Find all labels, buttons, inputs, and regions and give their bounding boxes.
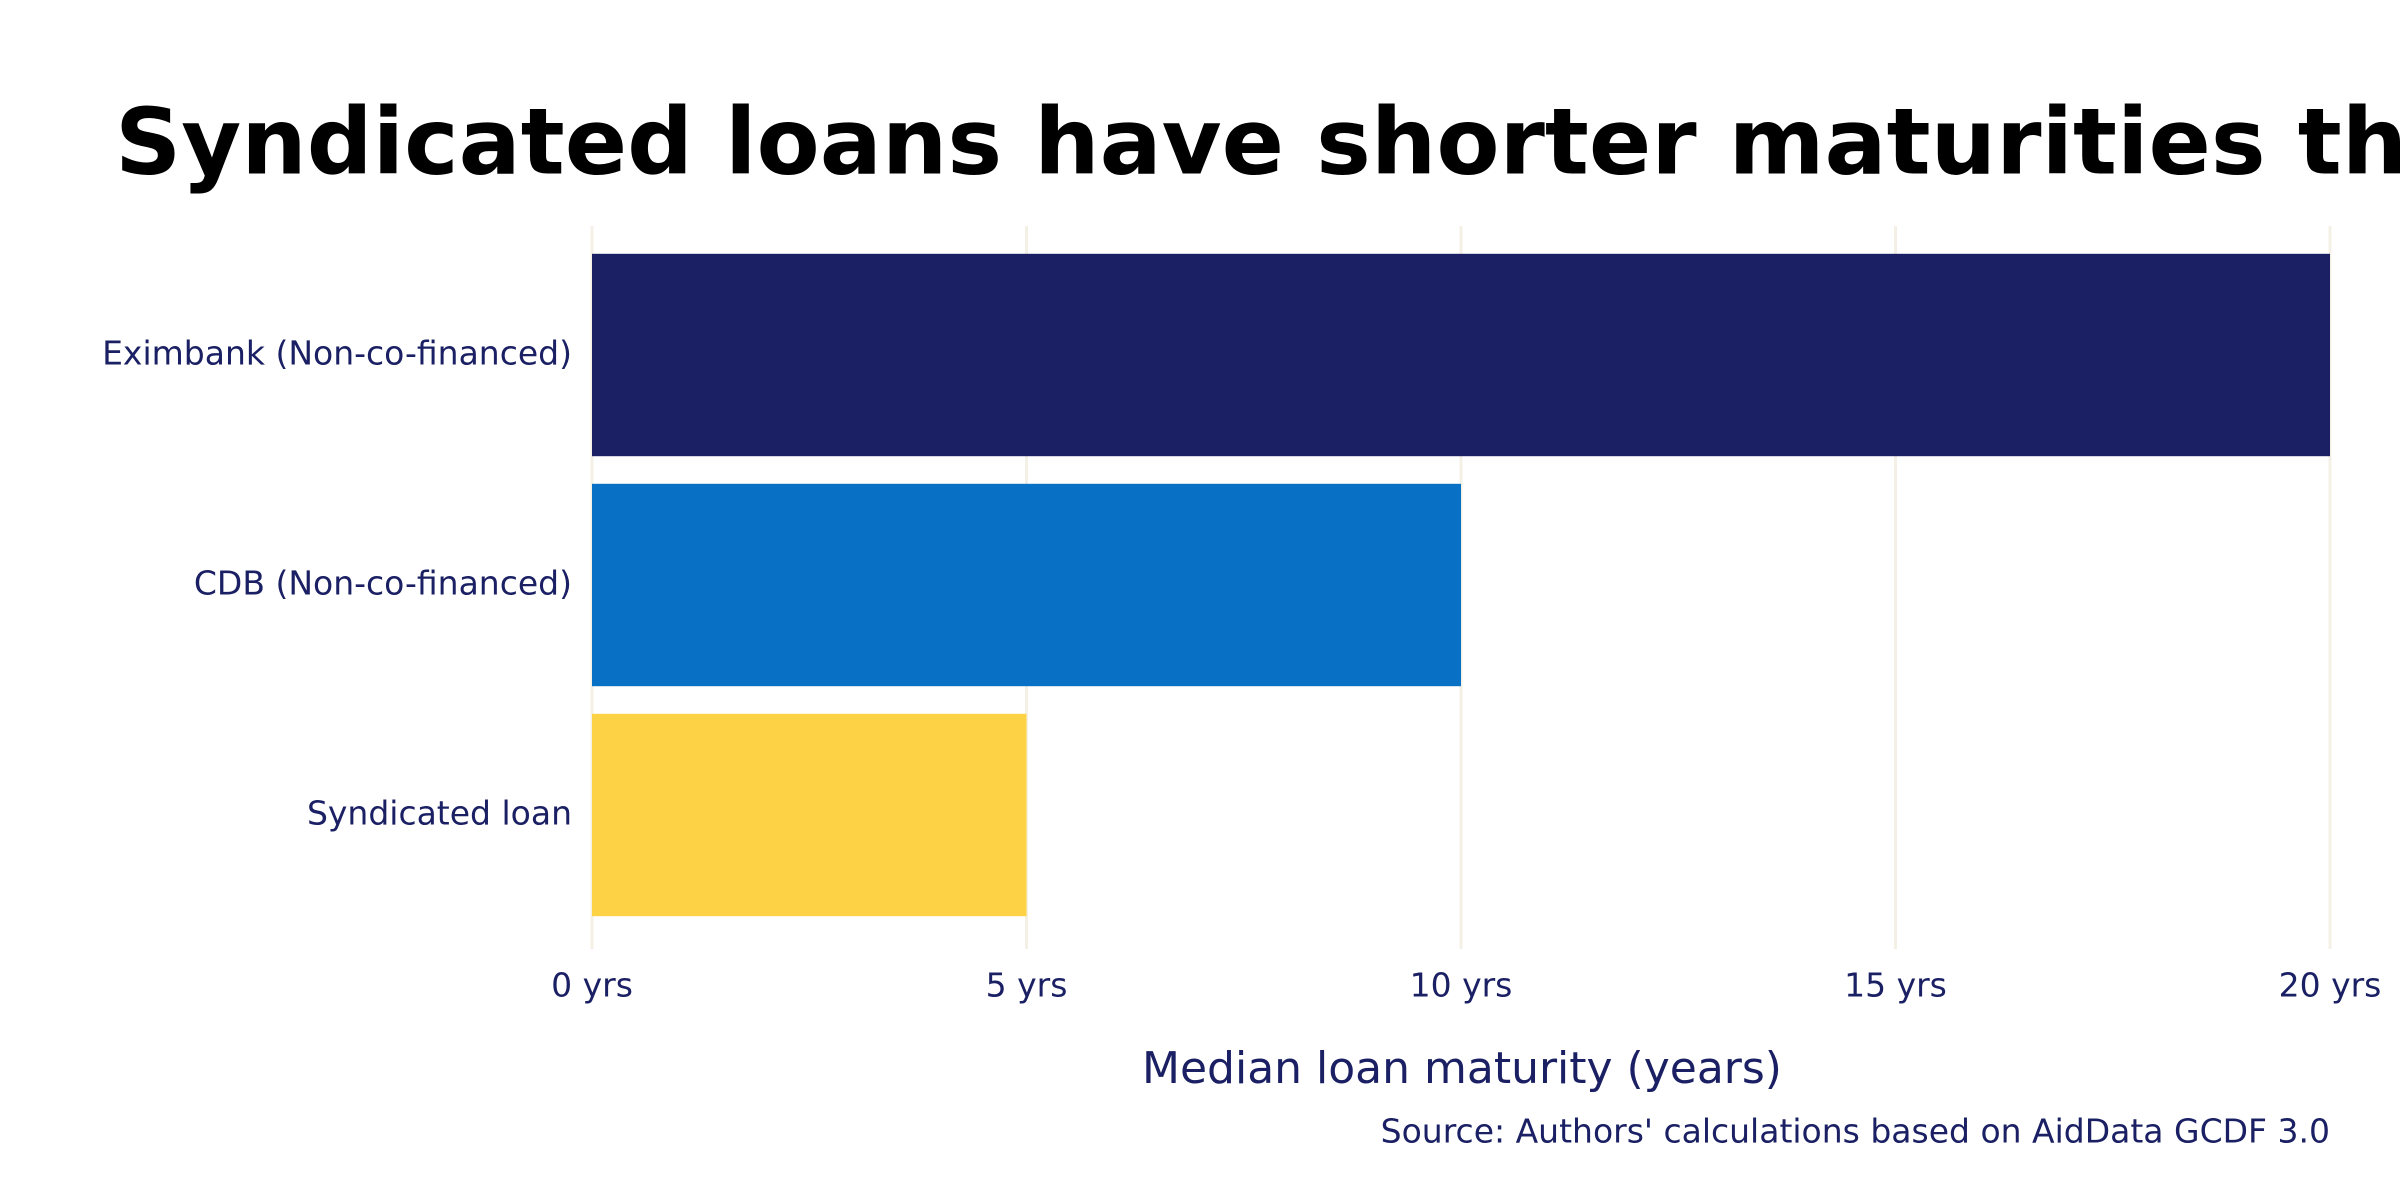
x-tick-label: 5 yrs	[986, 966, 1068, 1005]
y-tick-label: Eximbank (Non-co-financed)	[102, 334, 572, 373]
y-tick-label: CDB (Non-co-financed)	[194, 564, 572, 603]
y-tick-label: Syndicated loan	[307, 794, 572, 833]
chart-title: Syndicated loans have shorter maturities…	[115, 88, 2400, 195]
x-axis-title: Median loan maturity (years)	[1142, 1043, 1782, 1094]
bar	[592, 713, 1027, 917]
bar	[592, 253, 2330, 457]
bar	[592, 483, 1461, 687]
x-tick-label: 15 yrs	[1844, 966, 1947, 1005]
source-note: Source: Authors' calculations based on A…	[1381, 1112, 2330, 1151]
x-tick-label: 0 yrs	[551, 966, 633, 1005]
x-tick-label: 10 yrs	[1410, 966, 1513, 1005]
x-tick-label: 20 yrs	[2279, 966, 2382, 1005]
